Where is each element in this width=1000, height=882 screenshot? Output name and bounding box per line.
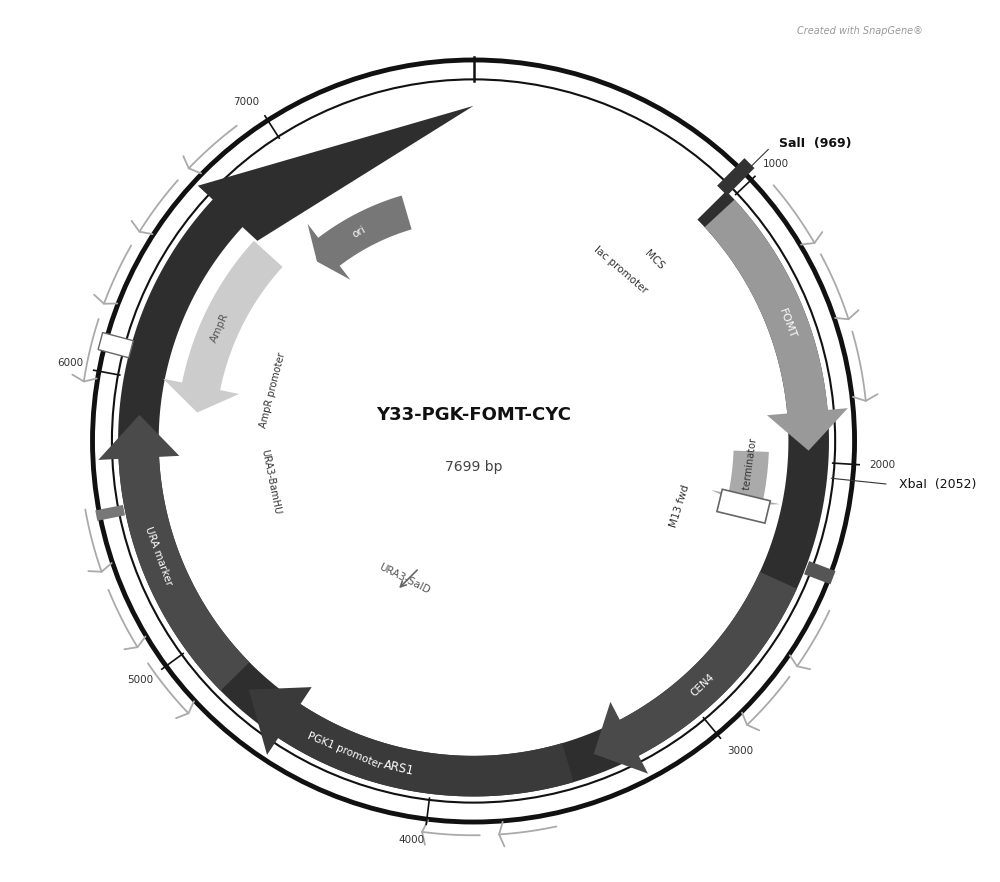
Text: AmpR promoter: AmpR promoter — [258, 351, 287, 429]
Polygon shape — [594, 572, 797, 774]
Text: AmpR: AmpR — [209, 311, 231, 344]
Bar — [98, 333, 133, 358]
Polygon shape — [98, 415, 249, 691]
Polygon shape — [249, 687, 574, 796]
Text: ori: ori — [351, 224, 368, 240]
Polygon shape — [163, 241, 283, 413]
Polygon shape — [711, 451, 780, 505]
Bar — [717, 158, 754, 196]
Text: 6000: 6000 — [57, 358, 83, 369]
Text: M13 fwd: M13 fwd — [668, 483, 691, 528]
Polygon shape — [118, 106, 829, 796]
Text: 3000: 3000 — [727, 746, 753, 756]
Text: URA3-SalD: URA3-SalD — [377, 562, 431, 596]
Text: PGK1 promoter: PGK1 promoter — [306, 730, 383, 770]
Bar — [95, 505, 125, 520]
Text: 2000: 2000 — [870, 460, 896, 470]
Polygon shape — [705, 199, 848, 451]
Text: FOMT: FOMT — [777, 307, 798, 340]
Text: URA marker: URA marker — [143, 525, 174, 587]
Text: MCS: MCS — [642, 248, 666, 272]
Text: 7000: 7000 — [233, 97, 259, 107]
Text: ARS1: ARS1 — [382, 758, 415, 778]
Text: Created with SnapGene®: Created with SnapGene® — [797, 26, 923, 36]
Text: CYC1 terminator: CYC1 terminator — [739, 438, 759, 519]
Text: 5000: 5000 — [127, 676, 153, 685]
Text: Y33-PGK-FOMT-CYC: Y33-PGK-FOMT-CYC — [376, 406, 571, 423]
Polygon shape — [308, 196, 412, 280]
Text: CEN4: CEN4 — [689, 672, 717, 699]
Bar — [717, 490, 770, 523]
Text: 1000: 1000 — [763, 159, 789, 169]
Text: XbaI  (2052): XbaI (2052) — [899, 478, 976, 491]
Text: URA3-BamHU: URA3-BamHU — [259, 449, 282, 515]
Text: SalI  (969): SalI (969) — [779, 137, 851, 150]
Text: 4000: 4000 — [399, 835, 425, 845]
Bar — [804, 561, 835, 584]
Text: lac promoter: lac promoter — [592, 245, 649, 296]
Text: 7699 bp: 7699 bp — [445, 460, 502, 475]
